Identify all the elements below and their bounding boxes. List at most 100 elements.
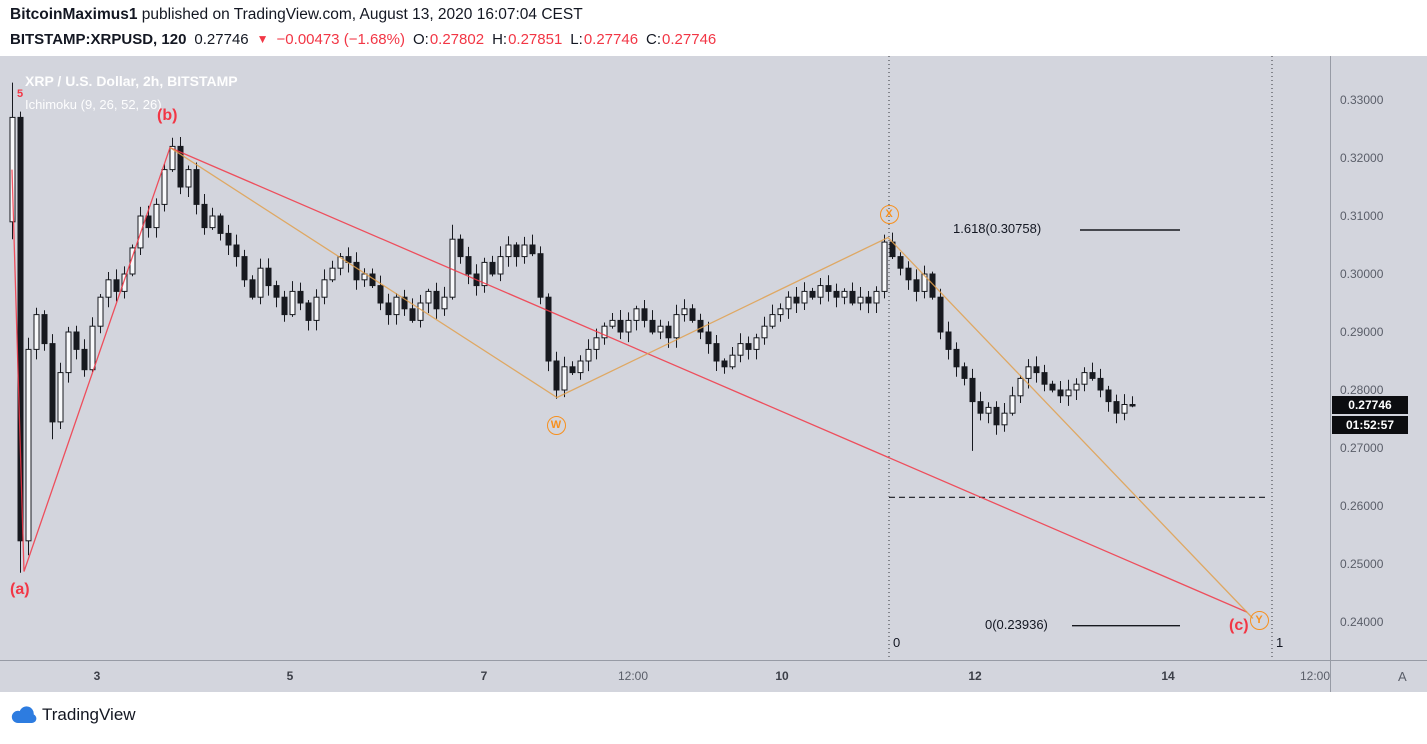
candle [353, 261, 360, 281]
candle [89, 325, 96, 371]
candle [953, 348, 960, 368]
candle [1057, 389, 1064, 397]
candle [65, 331, 72, 374]
author-name: BitcoinMaximus1 [10, 6, 138, 23]
symbol-interval: BITSTAMP:XRPUSD, 120 [10, 31, 187, 48]
price-tick-label: 0.30000 [1340, 267, 1384, 281]
candle [481, 261, 488, 287]
candle [689, 308, 696, 321]
last-price-value: 0.27746 [194, 31, 249, 48]
candle [145, 215, 152, 229]
auto-scale-button[interactable]: A [1398, 669, 1407, 684]
candle [505, 244, 512, 258]
candle [113, 279, 120, 292]
candle [641, 308, 648, 321]
candle [553, 360, 560, 391]
candle [129, 247, 136, 275]
indicator-label: Ichimoku (9, 26, 52, 26) [25, 97, 162, 112]
candle [513, 244, 520, 258]
circled-wave-label-w: W [546, 415, 566, 435]
candle [417, 302, 424, 321]
range-point-label: 1 [1276, 635, 1284, 650]
candle [713, 343, 720, 362]
candle [1097, 377, 1104, 391]
time-tick-label: 14 [1161, 669, 1175, 683]
time-tick-label: 12 [968, 669, 982, 683]
price-axis[interactable]: 0.27746 01:52:57 0.33000 0.32000 0.31000 0.… [1330, 56, 1427, 660]
chart-symbol-title: XRP / U.S. Dollar, 2h, BITSTAMP [25, 73, 238, 89]
candle [489, 261, 496, 275]
price-change: −0.00473 (−1.68%) [276, 31, 405, 48]
candle [833, 290, 840, 298]
candle [329, 267, 336, 281]
fib-level-label: 1.618(0.30758) [953, 221, 1042, 237]
candle [521, 244, 528, 258]
candle [233, 244, 240, 258]
candle [265, 267, 272, 287]
candle [561, 366, 568, 391]
candle [321, 279, 328, 298]
candle [769, 314, 776, 327]
price-tick-label: 0.25000 [1340, 557, 1384, 571]
time-tick-label: 10 [775, 669, 789, 683]
candle [817, 285, 824, 298]
symbol-quote-bar: BITSTAMP:XRPUSD, 120 0.27746 ▼ −0.00473 … [10, 31, 716, 48]
candle [881, 241, 888, 292]
candle [161, 169, 168, 205]
price-tick-label: 0.31000 [1340, 209, 1384, 223]
candle [281, 296, 288, 316]
snapshot-header: BitcoinMaximus1 published on TradingView… [0, 0, 1427, 56]
candle [1113, 401, 1120, 414]
price-tick-label: 0.33000 [1340, 93, 1384, 107]
candle [897, 256, 904, 269]
ohlc-low: L: 0.27746 [570, 31, 638, 48]
candle [793, 296, 800, 304]
chart-area[interactable]: XRP / U.S. Dollar, 2h, BITSTAMP Ichimoku… [0, 56, 1427, 693]
time-tick-label: 5 [286, 669, 294, 683]
close-value: 0.27746 [662, 31, 717, 48]
candle [625, 319, 632, 333]
candle [937, 296, 944, 333]
time-tick-label: 12:00 [617, 669, 649, 683]
price-tick-label: 0.28000 [1340, 383, 1384, 397]
candle [1121, 404, 1128, 414]
candle [465, 256, 472, 275]
price-tick-label: 0.29000 [1340, 325, 1384, 339]
candlestick-plot[interactable] [0, 56, 1330, 660]
candle [49, 343, 56, 423]
candle [753, 337, 760, 350]
candle [377, 285, 384, 304]
candle [1009, 395, 1016, 414]
candle [225, 232, 232, 246]
candle [609, 319, 616, 327]
ohlc-open: O: 0.27802 [413, 31, 484, 48]
candle [577, 360, 584, 374]
candle [825, 285, 832, 292]
candle [585, 348, 592, 362]
wave-label-5: 5 [17, 88, 24, 100]
candle [593, 337, 600, 350]
range-point-label: 0 [893, 635, 901, 650]
tradingview-logo-icon[interactable] [11, 706, 38, 724]
candle [873, 290, 880, 304]
candle [657, 325, 664, 333]
wave-label-b: (b) [157, 107, 178, 124]
candle [745, 343, 752, 350]
candle [81, 348, 88, 371]
candle [17, 116, 24, 542]
price-down-triangle-icon: ▼ [256, 32, 269, 46]
candle [409, 308, 416, 321]
candle [785, 296, 792, 310]
brand-name[interactable]: TradingView [42, 705, 136, 724]
candle [1033, 366, 1040, 374]
open-value: 0.27802 [429, 31, 485, 48]
candle [337, 256, 344, 269]
candle [257, 267, 264, 298]
candle [1017, 377, 1024, 397]
publish-text: published on TradingView.com, August 13,… [137, 6, 583, 23]
close-label: C: [646, 31, 662, 48]
candle [569, 366, 576, 374]
time-axis[interactable]: A 3 5 7 12:00 10 12 14 12:00 [0, 660, 1427, 693]
wave-label-a: (a) [10, 581, 30, 598]
candle [905, 267, 912, 281]
